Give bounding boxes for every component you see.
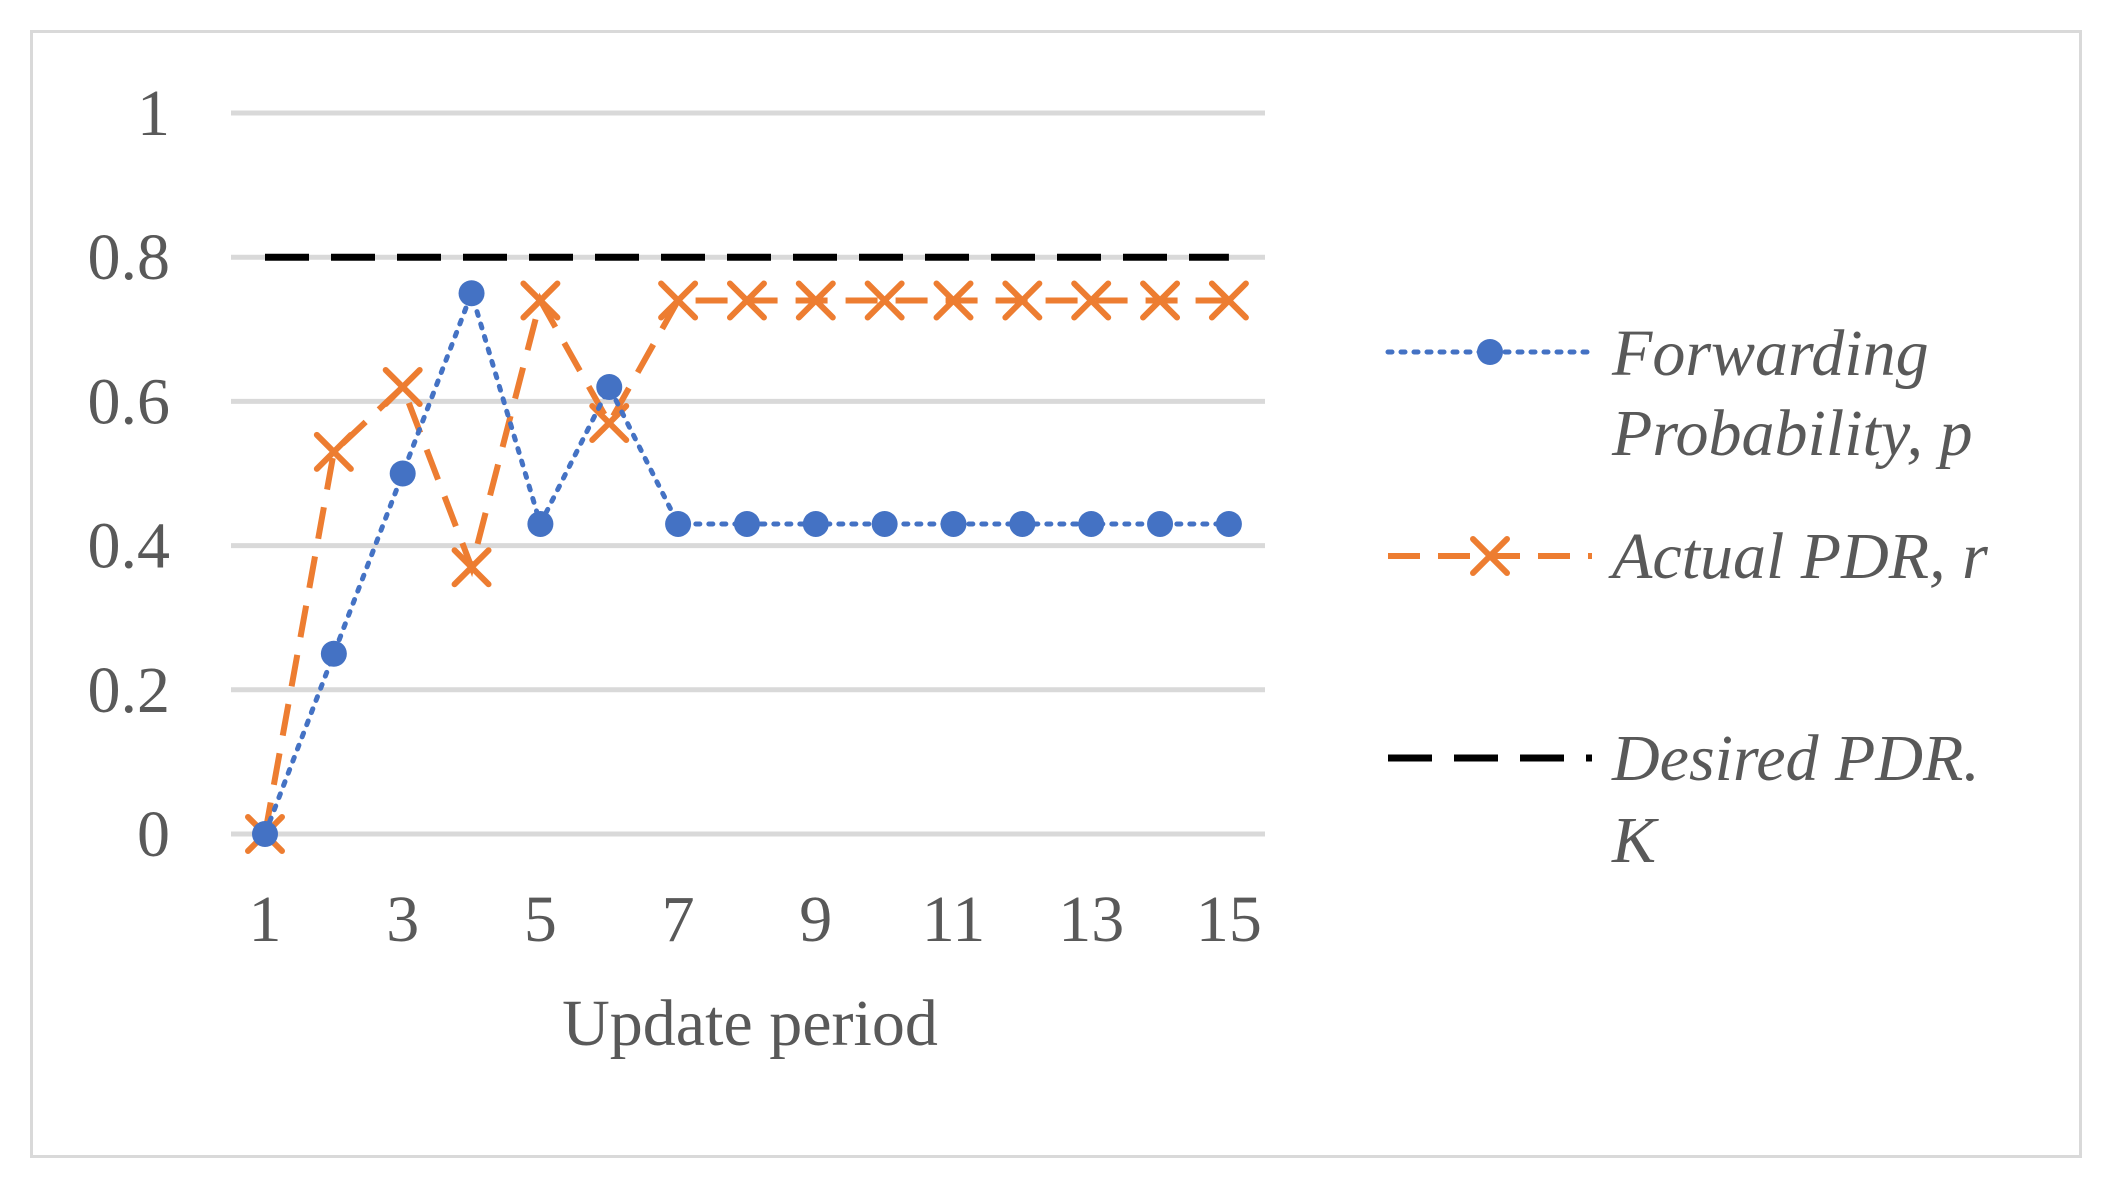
data-point <box>520 280 561 321</box>
legend-entry: Desired PDR. K <box>1388 722 1980 877</box>
data-point <box>1071 280 1112 321</box>
data-point <box>1215 510 1242 537</box>
x-tick-label: 3 <box>386 883 419 956</box>
y-tick-label: 0 <box>137 798 170 871</box>
data-point <box>933 280 974 321</box>
y-tick-label: 0.6 <box>88 365 171 438</box>
legend-label: K <box>1611 804 1659 877</box>
data-point <box>382 366 423 407</box>
data-point <box>389 460 416 487</box>
legend-label: Probability, p <box>1611 397 1973 470</box>
data-point <box>864 280 905 321</box>
x-tick-label: 13 <box>1058 883 1124 956</box>
legend-marker <box>1477 339 1503 365</box>
data-point <box>726 280 767 321</box>
data-point <box>665 510 692 537</box>
series-1 <box>245 280 1249 854</box>
x-tick-label: 9 <box>799 883 832 956</box>
y-tick-label: 0.4 <box>88 510 171 583</box>
data-point <box>1002 280 1043 321</box>
legend-entry: Actual PDR, r <box>1388 520 1988 593</box>
x-tick-label: 7 <box>662 883 695 956</box>
y-tick-label: 1 <box>137 77 170 150</box>
y-axis-ticks: 0 0.2 0.4 0.6 0.8 1 <box>88 77 171 871</box>
data-point <box>1009 510 1036 537</box>
data-point <box>596 373 623 400</box>
data-point <box>527 510 554 537</box>
legend-label: Actual PDR, r <box>1608 520 1988 593</box>
data-point <box>1147 510 1174 537</box>
data-point <box>451 547 492 588</box>
series-layer <box>245 253 1249 854</box>
data-point <box>733 510 760 537</box>
x-tick-label: 15 <box>1196 883 1262 956</box>
legend-marker <box>1470 536 1510 576</box>
x-tick-label: 1 <box>249 883 282 956</box>
x-tick-label: 11 <box>922 883 986 956</box>
data-point <box>802 510 829 537</box>
data-point <box>458 280 485 307</box>
data-point <box>252 821 278 847</box>
data-point <box>940 510 967 537</box>
legend-label: Forwarding <box>1611 317 1929 390</box>
data-point <box>320 640 347 667</box>
data-point <box>1078 510 1105 537</box>
data-point <box>658 280 699 321</box>
series-0 <box>252 280 1242 847</box>
data-point <box>1208 280 1249 321</box>
chart-frame <box>30 30 2082 1158</box>
y-tick-label: 0.2 <box>88 654 171 727</box>
data-point <box>871 510 898 537</box>
x-axis-title: Update period <box>562 987 938 1060</box>
x-tick-label: 5 <box>524 883 557 956</box>
data-point <box>313 431 354 472</box>
x-axis-ticks: 1 3 5 7 9 11 13 15 <box>249 883 1262 956</box>
data-point <box>795 280 836 321</box>
y-tick-label: 0.8 <box>88 221 171 294</box>
series-line <box>262 285 1232 837</box>
legend-label: Desired PDR. <box>1611 722 1980 795</box>
data-point <box>1140 280 1181 321</box>
gridlines <box>231 110 1265 837</box>
